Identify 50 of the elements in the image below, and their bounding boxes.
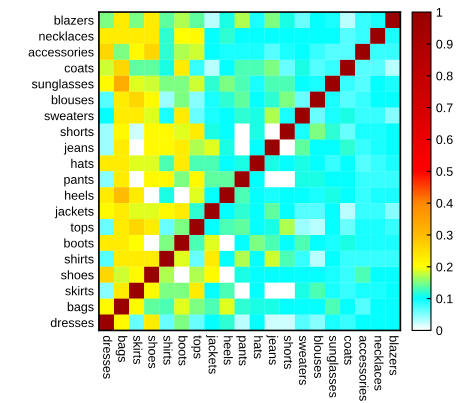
y-tick-label: tops xyxy=(70,223,94,234)
y-tick-label: blouses xyxy=(52,95,94,104)
y-tick-label: jackets xyxy=(54,206,94,218)
x-tick-label: jeans xyxy=(266,335,278,365)
y-tick-label: bags xyxy=(68,302,94,314)
x-tick-label: sweaters xyxy=(299,336,308,385)
x-tick-label: sunglasses xyxy=(326,336,338,398)
y-tick-label: pants xyxy=(64,176,94,186)
y-tick-label: accessories xyxy=(28,47,94,57)
y-tick-label: boots xyxy=(64,238,94,248)
x-tick-label: shoes xyxy=(148,336,158,368)
y-tick-label: blazers xyxy=(54,16,94,25)
y-tick-label: skirts xyxy=(65,286,94,296)
color-bar-label: 0.4 xyxy=(436,198,453,208)
color-bar-label: 0.3 xyxy=(436,230,453,240)
color-bar-label: 0.8 xyxy=(436,72,453,80)
color-bar-label: 0.9 xyxy=(436,40,453,49)
x-tick-label: hats xyxy=(254,336,263,358)
x-tick-label: jackets xyxy=(206,335,218,374)
color-bar-label: 0.7 xyxy=(436,103,453,112)
color-bar-label: 0 xyxy=(436,326,442,336)
color-bar-label: 0.5 xyxy=(436,167,453,176)
color-bar-label: 0.6 xyxy=(436,135,453,144)
y-tick-label: shorts xyxy=(60,126,94,136)
x-tick-label: blouses xyxy=(314,336,324,378)
x-tick-label: shorts xyxy=(284,336,294,369)
x-tick-label: shirts xyxy=(163,336,173,365)
x-tick-label: skirts xyxy=(133,336,142,364)
x-tick-label: blazers xyxy=(389,336,399,376)
y-tick-label: sweaters xyxy=(44,112,94,120)
x-tick-label: boots xyxy=(178,336,188,366)
y-tick-label: coats xyxy=(64,64,94,72)
y-tick-label: shirts xyxy=(64,254,94,264)
y-tick-label: heels xyxy=(65,190,94,200)
color-bar-label: 1 xyxy=(436,8,442,17)
y-tick-label: jeans xyxy=(64,142,94,155)
y-tick-label: necklaces xyxy=(39,31,94,41)
color-bar-label: 0.1 xyxy=(436,294,453,304)
y-tick-label: sunglasses xyxy=(32,79,94,91)
x-tick-label: pants xyxy=(236,336,247,366)
x-tick-label: accessories xyxy=(359,336,368,401)
x-tick-label: necklaces xyxy=(374,336,384,390)
y-tick-label: hats xyxy=(71,158,94,168)
x-tick-label: heels xyxy=(224,336,233,365)
y-tick-label: shoes xyxy=(61,270,94,280)
y-tick-label: dresses xyxy=(50,318,94,328)
color-bar-label: 0.2 xyxy=(436,262,453,272)
x-tick-label: coats xyxy=(344,336,352,365)
x-tick-label: bags xyxy=(116,336,128,362)
x-tick-label: tops xyxy=(191,336,202,358)
